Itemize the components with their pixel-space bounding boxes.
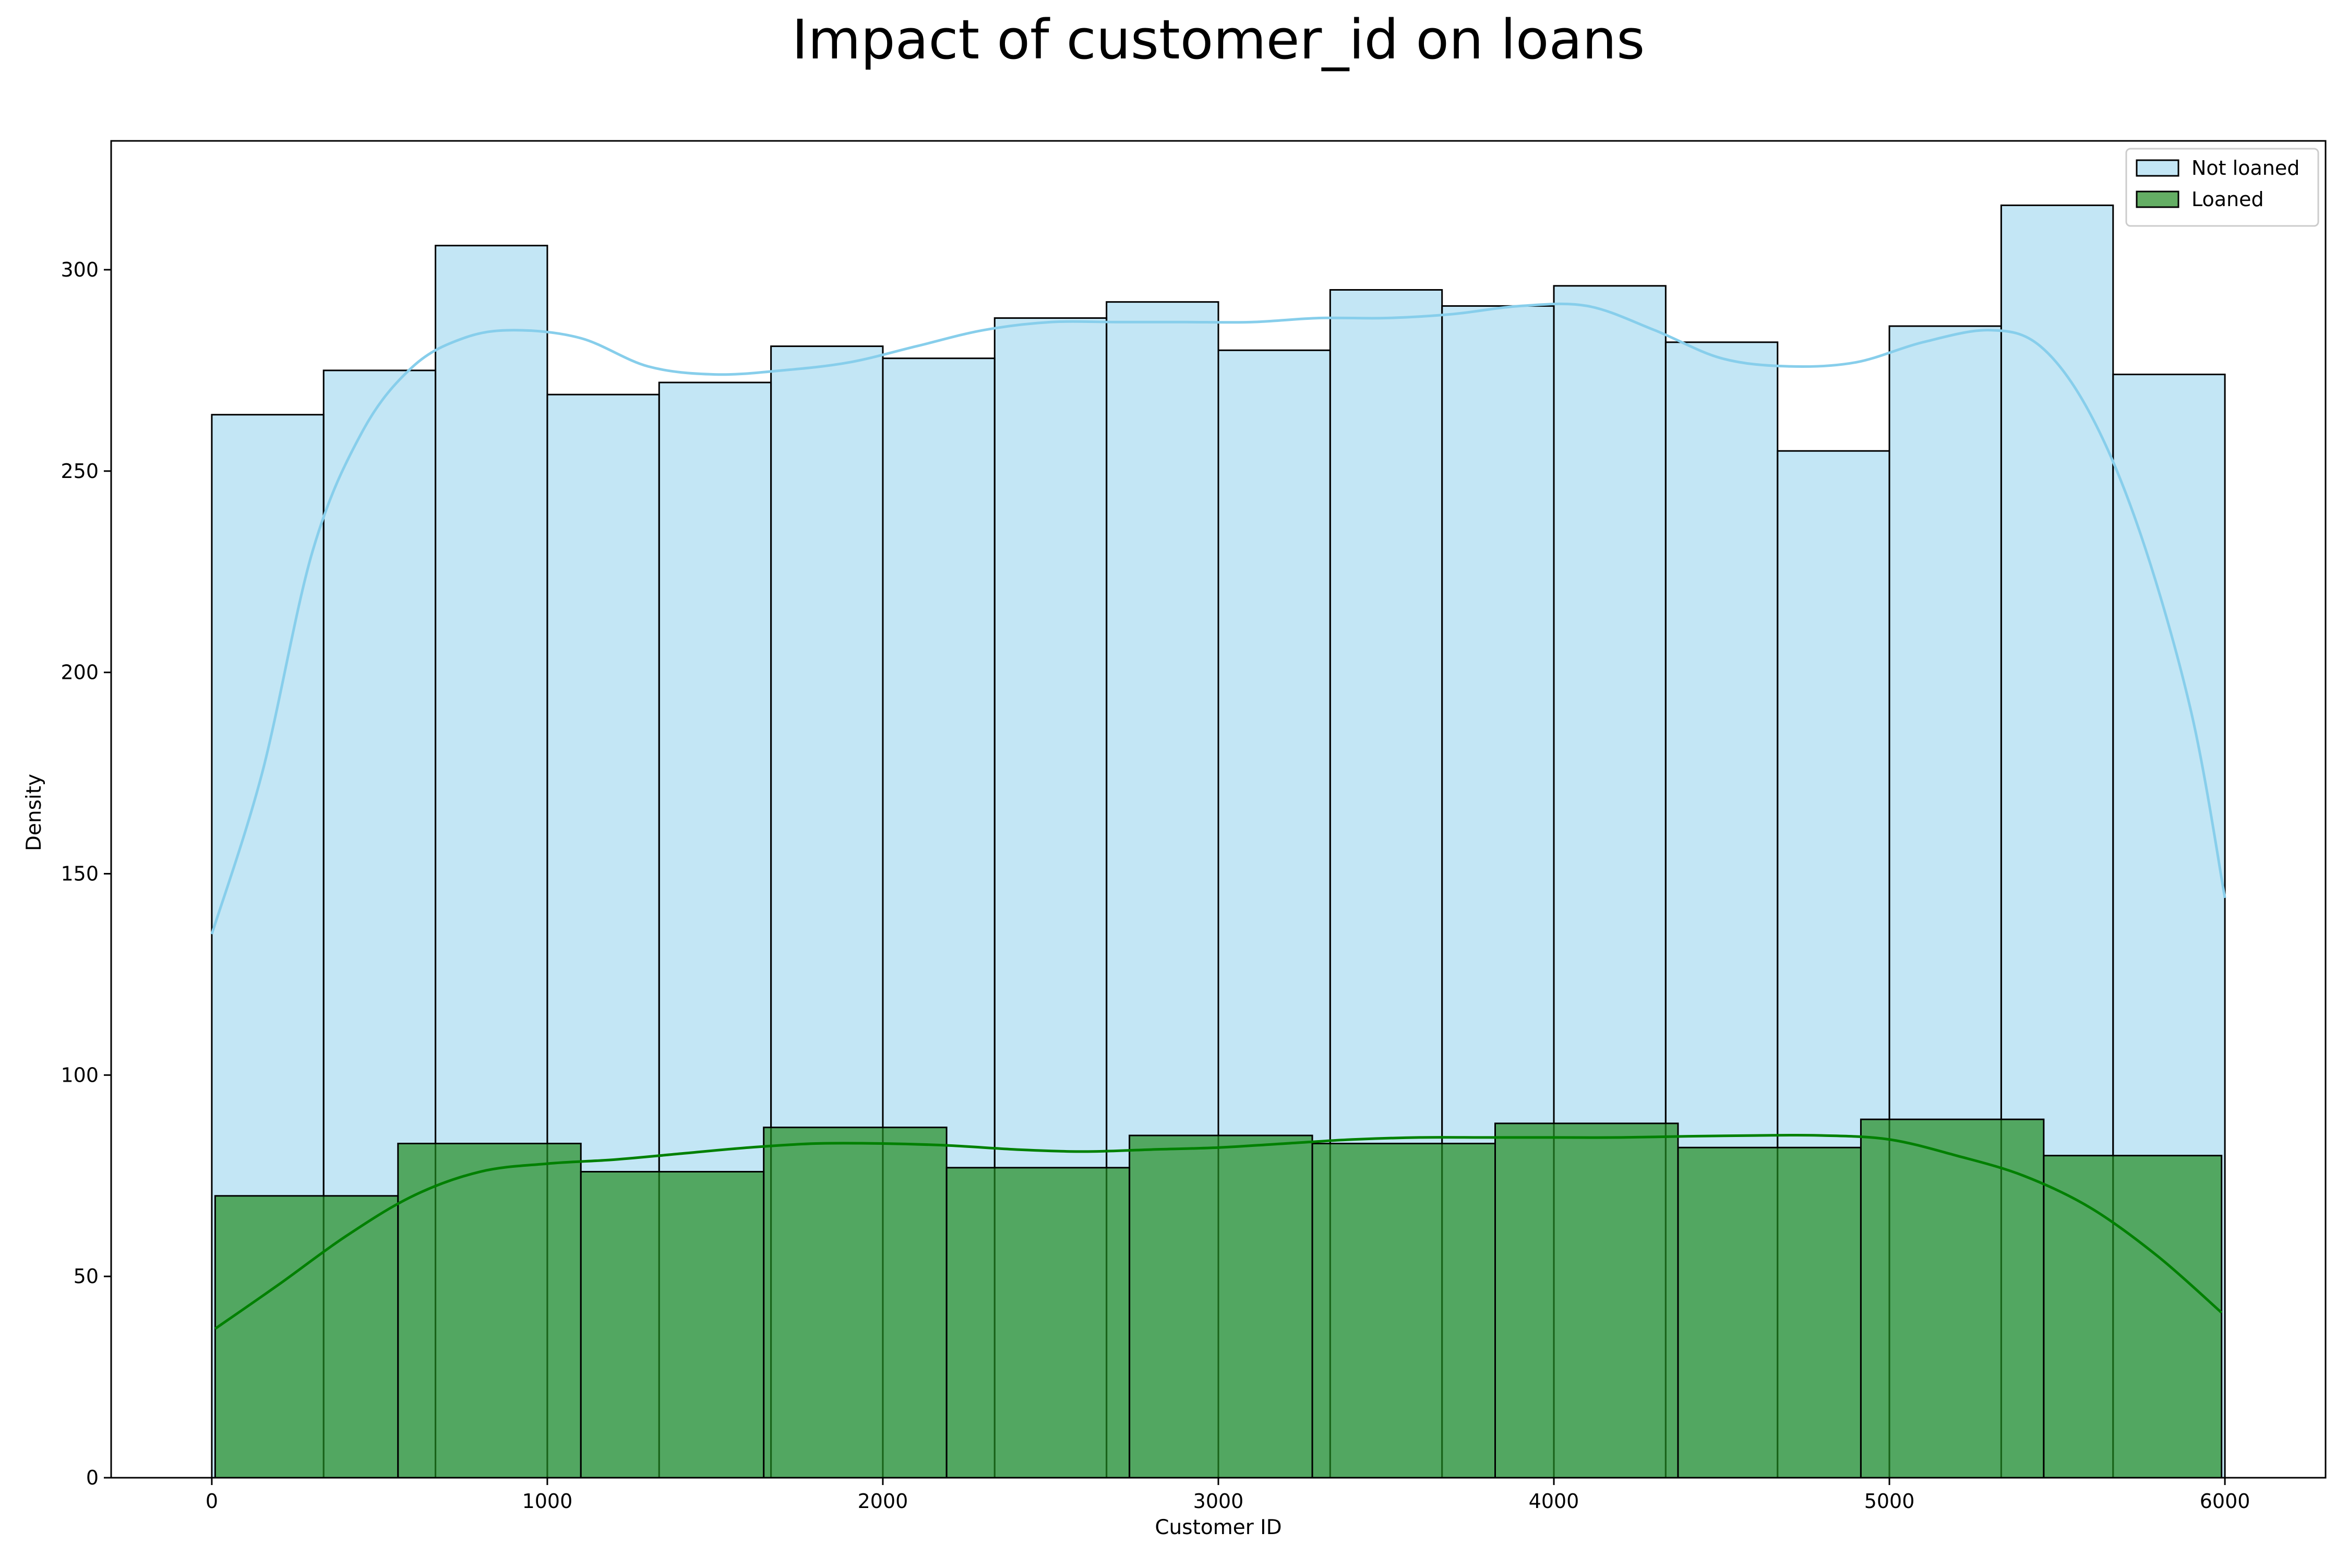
bar-loaned-7	[1494, 1122, 1679, 1479]
legend-label-not-loaned: Not loaned	[2191, 157, 2299, 179]
legend-label-loaned: Loaned	[2191, 188, 2264, 211]
y-tick-label: 100	[61, 1063, 99, 1086]
bar-loaned-2	[580, 1171, 765, 1479]
x-tick-label: 0	[206, 1490, 218, 1513]
y-tick-label: 150	[61, 862, 99, 885]
kde-layer	[210, 302, 2226, 1330]
x-tick-label: 5000	[1864, 1490, 1915, 1513]
bar-loaned-8	[1677, 1146, 1862, 1479]
legend-swatch-not-loaned	[2136, 159, 2179, 177]
y-tick-label: 50	[74, 1265, 99, 1288]
bar-loaned-5	[1129, 1134, 1313, 1479]
axes-layer: 0 1000 2000 3000 4000 5000 6000 0 50 100 150 200 250…	[61, 140, 2327, 1513]
x-tick-label: 4000	[1529, 1490, 1579, 1513]
y-tick-label: 250	[61, 460, 99, 483]
legend-swatch-loaned	[2136, 190, 2179, 208]
kde-line-loaned	[214, 1133, 2223, 1330]
bar-loaned-4	[945, 1167, 1131, 1479]
x-tick-label: 2000	[858, 1490, 908, 1513]
x-axis-label: Customer ID	[1155, 1516, 1281, 1539]
y-axis-label: Density	[22, 774, 46, 851]
bar-loaned-0	[214, 1195, 399, 1479]
bar-loaned-10	[2043, 1155, 2223, 1479]
x-tick-label: 6000	[2200, 1490, 2250, 1513]
x-tick-label: 3000	[1193, 1490, 1244, 1513]
y-tick-label: 0	[86, 1466, 99, 1489]
y-tick-label: 300	[61, 258, 99, 281]
x-tick-label: 1000	[522, 1490, 573, 1513]
kde-line-not-loaned	[210, 302, 2226, 935]
legend: Not loaned Loaned	[2125, 148, 2319, 227]
bars-layer	[211, 204, 2226, 1479]
bar-loaned-6	[1311, 1143, 1496, 1479]
chart-title: Impact of customer_id on loans	[792, 8, 1645, 71]
bar-loaned-1	[397, 1143, 582, 1479]
y-tick-label: 200	[61, 661, 99, 684]
bar-loaned-9	[1860, 1118, 2045, 1479]
bar-loaned-3	[763, 1127, 948, 1479]
